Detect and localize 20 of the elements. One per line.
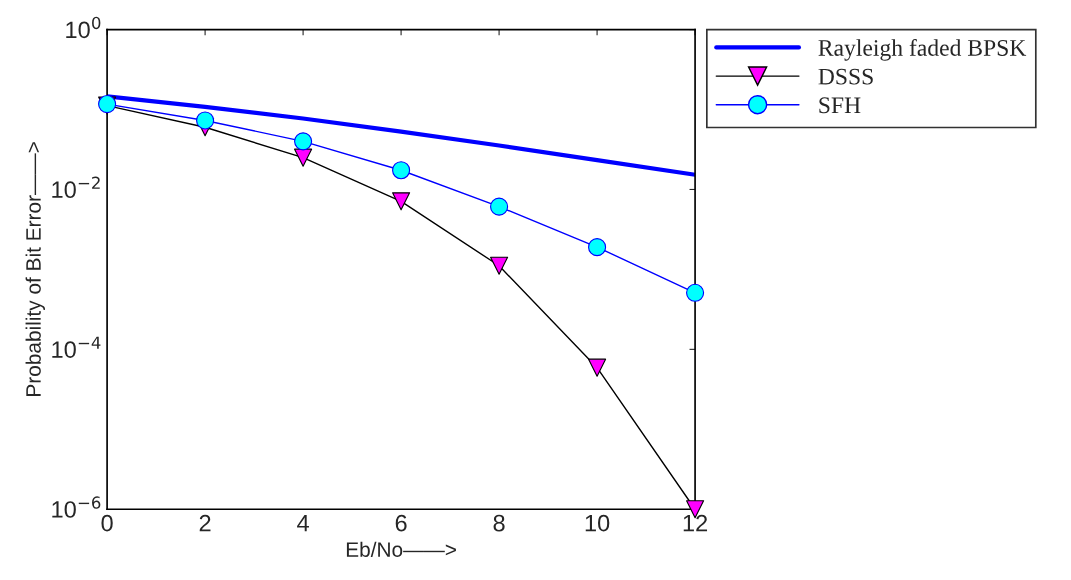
x-tick-label: 6 — [395, 514, 407, 532]
legend-label: Rayleigh faded BPSK — [818, 39, 1027, 61]
y-tick-label: 10$^{0}$ — [66, 16, 101, 39]
legend-label: SFH — [819, 97, 861, 114]
x-tick-label: 12 — [683, 514, 708, 532]
y-axis-title: Probability of Bit Error——> — [25, 142, 45, 396]
y-tick-label: 10$^{−4}$ — [52, 336, 101, 358]
point — [392, 192, 411, 211]
x-tick-label: 4 — [297, 514, 309, 532]
x-tick-label: 0 — [101, 514, 113, 532]
x-axis-title: Eb/No——> — [346, 541, 456, 557]
point — [294, 148, 313, 167]
y-tick-label: 10$^{−2}$ — [52, 176, 100, 199]
x-tick-label: 10 — [585, 514, 610, 532]
legend-label: DSSS — [818, 68, 873, 85]
point — [490, 256, 509, 275]
point — [588, 358, 607, 377]
y-tick-label: 10$^{−6}$ — [52, 496, 101, 518]
x-tick-label: 8 — [493, 514, 505, 532]
x-tick-label: 2 — [199, 514, 211, 532]
